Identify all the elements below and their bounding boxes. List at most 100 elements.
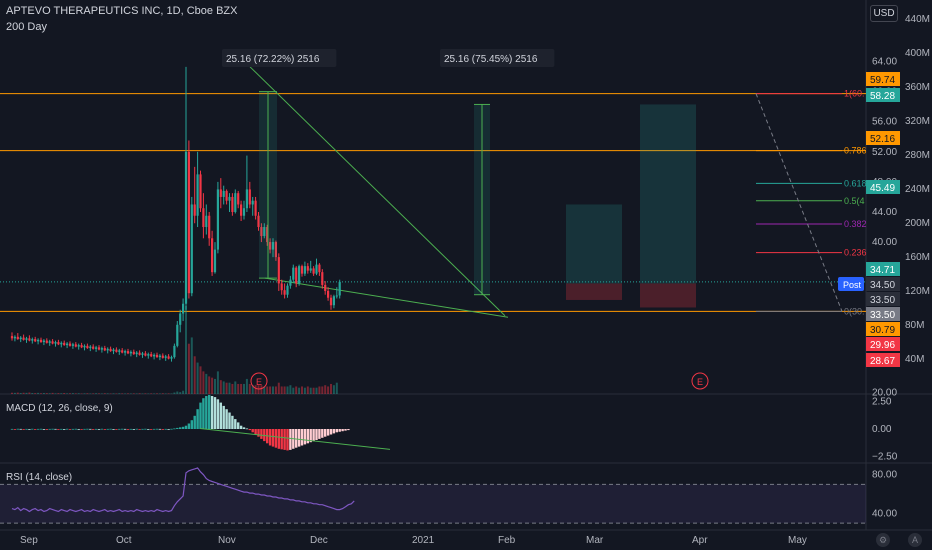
candle-body	[213, 249, 217, 273]
candle-body	[51, 341, 54, 344]
candle-body	[257, 215, 260, 228]
macd-bar	[202, 398, 205, 429]
macd-bar	[106, 428, 109, 430]
volume-bar	[202, 371, 205, 394]
volume-bar	[83, 393, 86, 394]
candle-body	[222, 190, 225, 197]
volume-bar	[260, 385, 263, 394]
volume-bar	[187, 343, 190, 394]
macd-bar	[271, 429, 275, 447]
macd-bar	[321, 429, 324, 438]
macd-bar	[286, 429, 289, 451]
price-label: 29.96	[870, 340, 895, 351]
candle-body	[298, 266, 301, 284]
macd-tick: −2.50	[872, 452, 898, 463]
price-tick: 20.00	[872, 387, 897, 398]
fib-level-label: 0(30.	[844, 306, 865, 316]
volume-bar	[34, 393, 37, 394]
macd-bar	[344, 429, 347, 431]
x-tick: Apr	[692, 535, 708, 546]
macd-bar	[193, 415, 196, 429]
macd-bar	[309, 429, 312, 443]
macd-bar	[306, 429, 309, 444]
macd-bar	[54, 428, 57, 430]
candle-body	[182, 303, 185, 314]
macd-bar	[100, 428, 104, 430]
volume-bar	[127, 393, 129, 394]
price-tick: 52.00	[872, 147, 897, 158]
candle-body	[80, 345, 83, 348]
candle-body	[237, 193, 240, 205]
macd-bar	[208, 394, 211, 429]
volume-bar	[306, 386, 309, 394]
price-label-bg	[866, 337, 900, 351]
candle-body	[315, 264, 318, 274]
volume-bar	[240, 383, 243, 394]
macd-bar	[196, 409, 199, 429]
gear-icon[interactable]: ⚙	[876, 533, 890, 547]
x-tick: Dec	[310, 535, 328, 546]
volume-bar	[315, 387, 318, 394]
volume-tick: 440M	[905, 14, 930, 25]
rsi-tick: 40.00	[872, 508, 897, 519]
x-tick: May	[788, 535, 807, 546]
post-label: Post	[843, 280, 862, 290]
volume-bar	[77, 393, 80, 394]
macd-bar	[42, 429, 46, 430]
macd-bar	[216, 399, 220, 429]
volume-bar	[158, 393, 161, 394]
volume-bar	[327, 386, 330, 394]
volume-bar	[92, 393, 95, 394]
volume-bar	[11, 392, 13, 394]
volume-bar	[280, 386, 283, 394]
volume-bar	[54, 393, 57, 394]
currency-button[interactable]: USD	[870, 5, 898, 22]
volume-bar	[161, 393, 164, 394]
price-tick: 40.00	[872, 237, 897, 248]
candle-body	[31, 339, 34, 341]
macd-bar	[60, 428, 63, 430]
macd-bar	[300, 429, 304, 446]
macd-bar	[176, 427, 179, 429]
volume-bar	[335, 382, 338, 394]
candle-body	[234, 193, 237, 212]
volume-bar	[312, 387, 315, 394]
price-label-bg	[866, 131, 900, 145]
candle-body	[263, 227, 266, 237]
volume-bar	[234, 381, 237, 394]
auto-scale-icon[interactable]: A	[908, 533, 922, 547]
volume-bar	[274, 386, 277, 394]
macd-divergence-line	[199, 427, 391, 450]
volume-bar	[248, 383, 251, 394]
macd-bar	[312, 429, 315, 442]
macd-bar	[295, 429, 298, 448]
macd-bar	[260, 429, 263, 439]
chart-title: APTEVO THERAPEUTICS INC, 1D, Cboe BZX	[6, 5, 238, 17]
volume-tick: 320M	[905, 116, 930, 127]
candle-body	[112, 349, 115, 352]
macd-bar	[48, 428, 51, 430]
volume-bar	[147, 393, 150, 394]
rsi-line	[11, 467, 355, 513]
volume-bar	[216, 371, 219, 394]
fib-level-label: 1(60.	[844, 89, 865, 99]
volume-bar	[156, 393, 158, 394]
wedge-upper-line	[249, 66, 506, 317]
macd-bar	[83, 428, 86, 430]
volume-bar	[98, 393, 100, 394]
candle-body	[121, 350, 124, 353]
macd-bar	[123, 428, 127, 430]
fib-level-label: 0.382	[844, 219, 867, 229]
x-tick: Sep	[20, 535, 38, 546]
candle-body	[126, 351, 130, 354]
position-target-zone	[640, 104, 696, 284]
macd-bar	[228, 412, 231, 429]
candle-body	[124, 351, 127, 353]
x-tick: Oct	[116, 535, 132, 546]
earnings-marker	[250, 372, 268, 390]
candle-body	[205, 215, 208, 228]
volume-bar	[179, 392, 182, 394]
macd-bar	[213, 397, 217, 429]
macd-bar	[51, 428, 54, 430]
